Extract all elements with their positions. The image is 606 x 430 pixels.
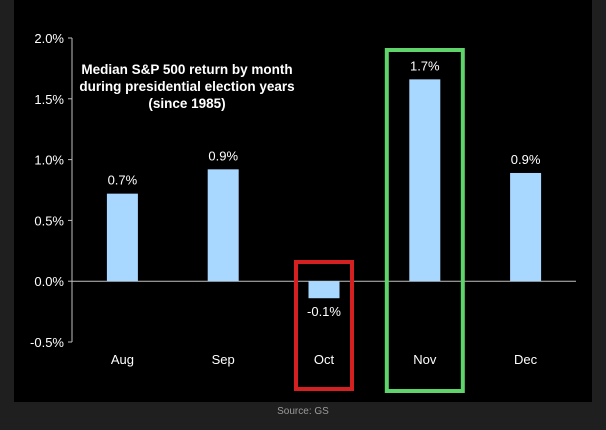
chart-title-line: Median S&P 500 return by month — [81, 62, 292, 77]
bar-dec — [510, 172, 542, 282]
y-tick-label: -0.5% — [30, 335, 64, 350]
y-tick-label: 0.0% — [34, 274, 64, 289]
y-tick-label: 1.0% — [34, 153, 64, 168]
bar-nov — [409, 79, 441, 282]
bar-sep — [207, 169, 239, 282]
source-note: Source: GS — [277, 406, 329, 417]
x-tick-label: Sep — [212, 352, 235, 367]
data-label: 0.7% — [108, 173, 138, 188]
chart-title-line: during presidential election years — [79, 79, 294, 94]
highlight-box-nov — [384, 48, 465, 393]
bar-aug — [106, 193, 138, 282]
data-label: -0.1% — [307, 304, 341, 319]
y-tick-label: 0.5% — [34, 213, 64, 228]
bar-oct — [308, 281, 340, 299]
chart-title-line: (since 1985) — [148, 96, 225, 111]
data-label: 1.7% — [410, 58, 440, 73]
bar-chart: Median S&P 500 return by month during pr… — [30, 31, 576, 393]
x-tick-label: Oct — [314, 352, 335, 367]
data-label: 0.9% — [511, 152, 541, 167]
data-label: 0.9% — [208, 148, 238, 163]
y-tick-label: 1.5% — [34, 92, 64, 107]
x-tick-label: Dec — [514, 352, 538, 367]
chart-title: Median S&P 500 return by month during pr… — [79, 62, 294, 111]
x-tick-label: Aug — [111, 352, 134, 367]
y-tick-label: 2.0% — [34, 31, 64, 46]
highlight-box-oct — [294, 260, 354, 391]
x-tick-label: Nov — [413, 352, 437, 367]
chart-frame: Median S&P 500 return by month during pr… — [14, 0, 592, 402]
